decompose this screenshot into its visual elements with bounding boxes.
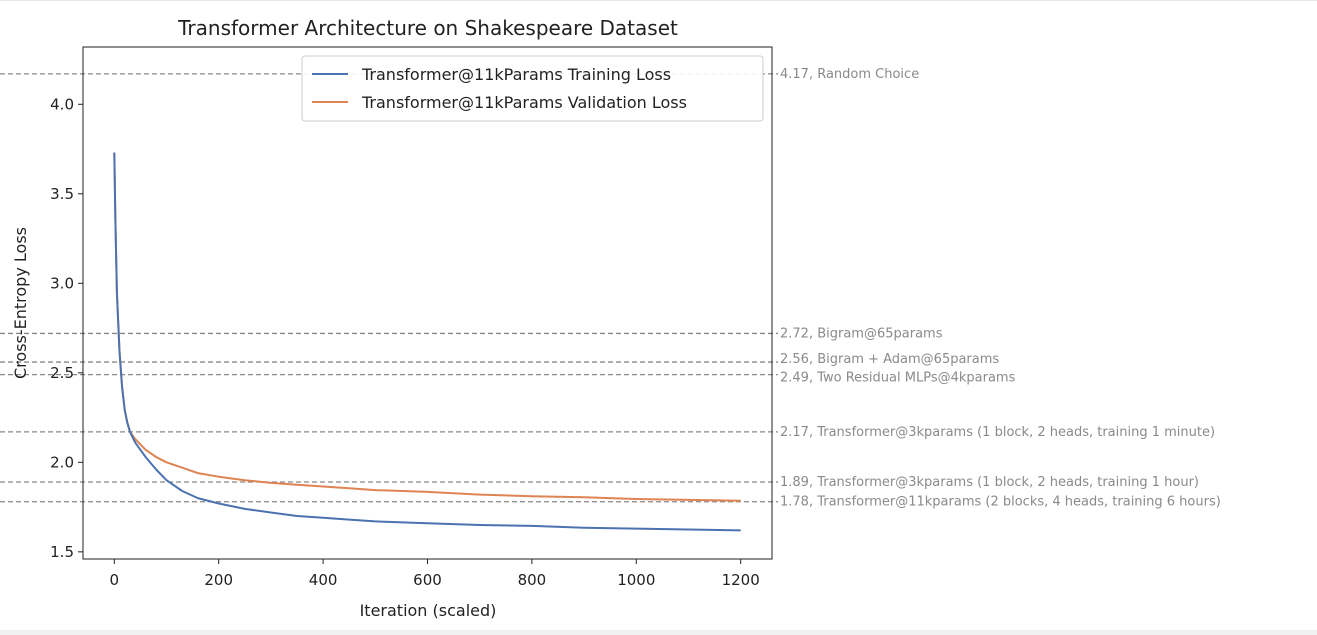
chart-title: Transformer Architecture on Shakespeare … xyxy=(177,16,678,40)
x-tick-label: 200 xyxy=(204,571,233,589)
x-tick-label: 1000 xyxy=(617,571,655,589)
y-axis-label: Cross-Entropy Loss xyxy=(11,227,30,379)
x-axis-label: Iteration (scaled) xyxy=(360,601,497,620)
validation-loss-line xyxy=(113,152,741,502)
x-tick-label: 600 xyxy=(413,571,442,589)
y-tick-label: 2.0 xyxy=(50,453,74,471)
legend: Transformer@11kParams Training Loss Trans… xyxy=(301,55,764,122)
top-border xyxy=(0,0,1317,1)
reference-lines: 4.17, Random Choice 2.72, Bigram@65params… xyxy=(0,67,1221,510)
reference-line-label: 1.89, Transformer@3kparams (1 block, 2 h… xyxy=(780,475,1199,490)
y-tick-label: 1.5 xyxy=(50,543,74,561)
bottom-border xyxy=(0,630,1317,635)
legend-label: Transformer@11kParams Validation Loss xyxy=(361,93,687,112)
y-tick-label: 3.0 xyxy=(50,274,74,292)
plot-frame xyxy=(82,46,773,560)
legend-label: Transformer@11kParams Training Loss xyxy=(361,65,671,84)
x-tick-label: 400 xyxy=(309,571,338,589)
x-tick-label: 0 xyxy=(110,571,120,589)
reference-line-label: 2.49, Two Residual MLPs@4kparams xyxy=(780,371,1016,386)
x-axis: 0 200 400 600 800 1000 1200 xyxy=(110,559,760,589)
reference-line-label: 2.56, Bigram + Adam@65params xyxy=(780,352,999,367)
y-tick-label: 2.5 xyxy=(50,364,74,382)
x-tick-label: 1200 xyxy=(722,571,760,589)
reference-line-label: 2.17, Transformer@3kparams (1 block, 2 h… xyxy=(780,425,1215,440)
reference-line-label: 1.78, Transformer@11kparams (2 blocks, 4… xyxy=(780,495,1221,510)
legend-box xyxy=(301,55,764,122)
reference-line-label: 2.72, Bigram@65params xyxy=(780,326,943,341)
y-tick-label: 4.0 xyxy=(50,95,74,113)
series-group xyxy=(113,152,741,532)
y-axis: 1.5 2.0 2.5 3.0 3.5 4.0 xyxy=(50,95,83,561)
reference-line-label: 4.17, Random Choice xyxy=(780,67,919,82)
training-loss-line xyxy=(113,152,741,532)
x-tick-label: 800 xyxy=(518,571,547,589)
y-tick-label: 3.5 xyxy=(50,185,74,203)
